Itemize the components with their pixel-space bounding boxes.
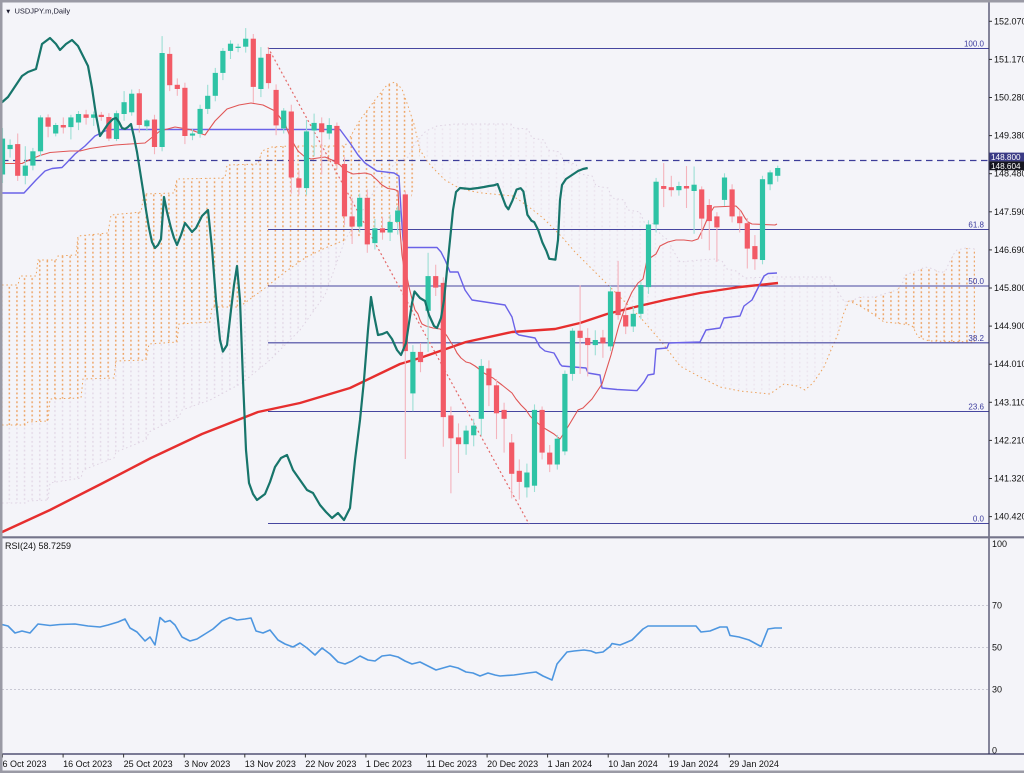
svg-text:20 Dec 2023: 20 Dec 2023 <box>487 759 538 769</box>
svg-text:148.800: 148.800 <box>991 153 1021 162</box>
svg-text:10 Jan 2024: 10 Jan 2024 <box>608 759 658 769</box>
svg-text:19 Jan 2024: 19 Jan 2024 <box>669 759 719 769</box>
svg-text:11 Dec 2023: 11 Dec 2023 <box>427 759 477 769</box>
svg-text:30: 30 <box>992 685 1002 695</box>
svg-text:1 Dec 2023: 1 Dec 2023 <box>366 759 412 769</box>
svg-text:140.420: 140.420 <box>994 512 1024 522</box>
svg-text:70: 70 <box>992 601 1002 611</box>
svg-text:0.0: 0.0 <box>973 515 985 524</box>
svg-text:100.0: 100.0 <box>964 40 985 49</box>
svg-text:50.0: 50.0 <box>968 277 984 286</box>
svg-text:143.110: 143.110 <box>994 397 1024 407</box>
svg-text:100: 100 <box>992 539 1007 549</box>
svg-text:141.320: 141.320 <box>994 474 1024 484</box>
svg-text:142.210: 142.210 <box>994 435 1024 445</box>
svg-text:23.6: 23.6 <box>968 403 984 412</box>
svg-text:38.2: 38.2 <box>968 334 984 343</box>
svg-text:▼USDJPY.m,Daily: ▼ USDJPY.m,Daily <box>5 7 70 16</box>
svg-text:0: 0 <box>992 746 997 756</box>
svg-text:148.480: 148.480 <box>994 169 1024 179</box>
svg-text:3 Nov 2023: 3 Nov 2023 <box>184 759 230 769</box>
svg-text:16 Oct 2023: 16 Oct 2023 <box>63 759 112 769</box>
svg-text:148.604: 148.604 <box>991 162 1021 171</box>
svg-text:151.170: 151.170 <box>994 54 1024 64</box>
svg-text:1 Jan 2024: 1 Jan 2024 <box>548 759 593 769</box>
svg-text:61.8: 61.8 <box>968 221 984 230</box>
svg-text:145.800: 145.800 <box>994 283 1024 293</box>
svg-text:147.590: 147.590 <box>994 207 1024 217</box>
svg-text:29 Jan 2024: 29 Jan 2024 <box>729 759 779 769</box>
svg-text:144.010: 144.010 <box>994 359 1024 369</box>
svg-text:22 Nov 2023: 22 Nov 2023 <box>305 759 356 769</box>
svg-text:149.380: 149.380 <box>994 131 1024 141</box>
svg-text:RSI(24) 58.7259: RSI(24) 58.7259 <box>5 541 71 551</box>
svg-text:13 Nov 2023: 13 Nov 2023 <box>245 759 296 769</box>
svg-text:146.690: 146.690 <box>994 245 1024 255</box>
svg-text:152.070: 152.070 <box>994 16 1024 26</box>
svg-text:150.280: 150.280 <box>994 93 1024 103</box>
svg-text:6 Oct 2023: 6 Oct 2023 <box>3 759 47 769</box>
svg-text:50: 50 <box>992 643 1002 653</box>
svg-text:144.900: 144.900 <box>994 321 1024 331</box>
svg-text:25 Oct 2023: 25 Oct 2023 <box>124 759 173 769</box>
